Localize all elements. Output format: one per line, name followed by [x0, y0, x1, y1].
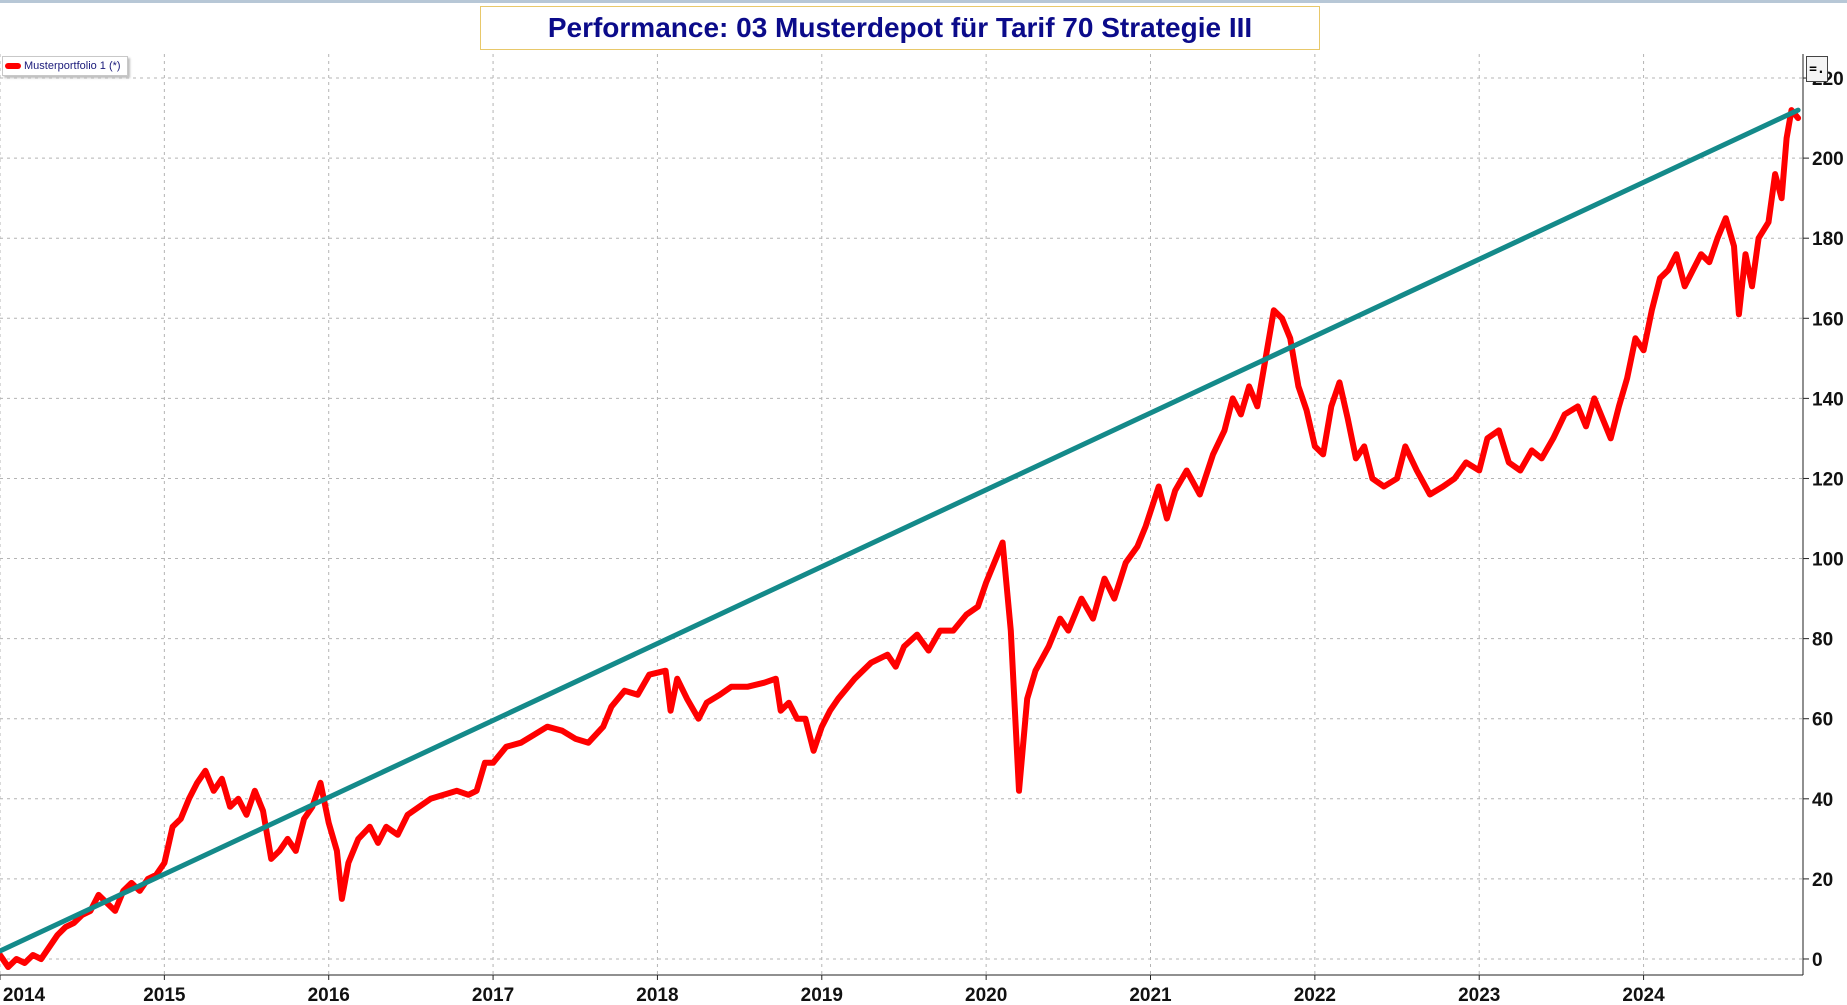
axes [0, 54, 1809, 980]
y-tick-label: 0 [1812, 950, 1823, 971]
x-tick-label: 2023 [1458, 985, 1500, 1005]
chart-menu-button[interactable]: =. [1806, 56, 1828, 82]
x-tick-label: 2014 [3, 985, 46, 1005]
series-line-portfolio [0, 107, 1802, 970]
x-tick-label: 2019 [801, 985, 843, 1005]
y-tick-label: 80 [1812, 630, 1833, 651]
legend-label-series: Musterportfolio 1 (*) [24, 60, 121, 72]
x-tick-label: 2020 [965, 985, 1007, 1005]
y-tick-label: 60 [1812, 710, 1833, 731]
y-tick-labels: 020406080100120140160180200220 [1812, 69, 1844, 971]
legend-swatch-series [5, 63, 21, 69]
y-tick-label: 20 [1812, 870, 1833, 891]
chart-title-box: Performance: 03 Musterdepot für Tarif 70… [480, 6, 1320, 50]
window-top-strip [0, 0, 1847, 3]
series-line-trend [0, 107, 1801, 954]
x-tick-label: 2018 [636, 985, 678, 1005]
x-tick-label: 2016 [308, 985, 350, 1005]
legend[interactable]: Musterportfolio 1 (*) [2, 56, 128, 76]
y-tick-label: 120 [1812, 469, 1844, 490]
chart-title: Performance: 03 Musterdepot für Tarif 70… [547, 12, 1253, 43]
y-tick-label: 180 [1812, 229, 1844, 250]
x-tick-label: 2015 [143, 985, 186, 1005]
x-tick-label: 2021 [1129, 985, 1172, 1005]
y-tick-label: 160 [1812, 309, 1844, 330]
x-tick-label: 2024 [1622, 985, 1665, 1005]
y-tick-label: 200 [1812, 149, 1844, 170]
y-tick-label: 40 [1812, 790, 1833, 811]
y-tick-label: 140 [1812, 389, 1844, 410]
x-tick-label: 2017 [472, 985, 514, 1005]
x-tick-labels: 2014 2015 2016 2017 2018 2019 2020 2021 2022 2023… [3, 985, 1665, 1005]
series-lines [0, 107, 1802, 970]
x-tick-label: 2022 [1294, 985, 1336, 1005]
y-tick-label: 100 [1812, 550, 1844, 571]
